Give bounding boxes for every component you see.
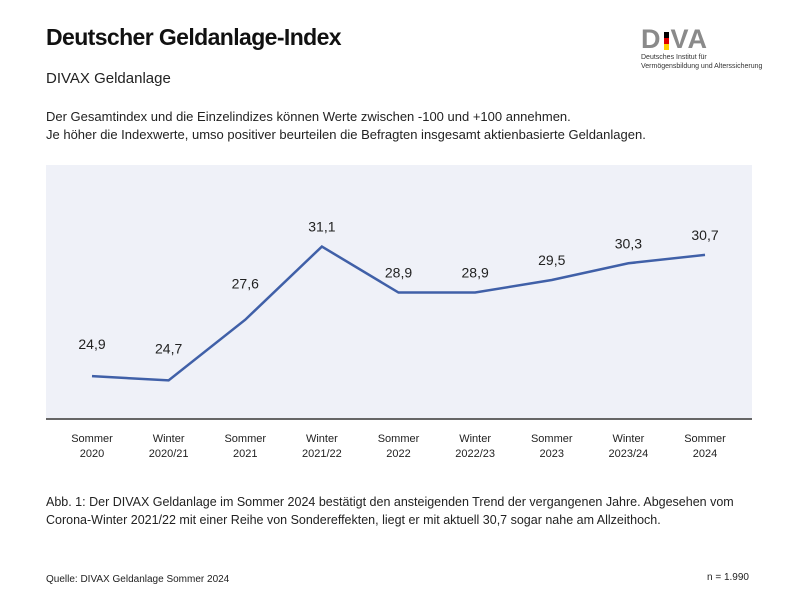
x-tick-label: 2020/21 [149,448,189,460]
data-label: 30,3 [615,235,642,251]
x-tick-label: 2021 [233,448,257,460]
x-tick-label: Sommer [224,433,266,445]
x-tick-label: 2024 [693,448,717,460]
data-label: 24,9 [78,336,105,352]
data-label: 28,9 [385,265,412,281]
x-tick-label: 2020 [80,448,104,460]
x-tick-label: Winter [459,433,491,445]
logo-wordmark: D VA [641,24,709,54]
data-label: 24,7 [155,340,182,356]
x-tick-label: 2023 [540,448,564,460]
x-tick-label: 2023/24 [608,448,648,460]
x-tick-label: 2022/23 [455,448,495,460]
page-subtitle: DIVAX Geldanlage [46,70,171,87]
description-line: Der Gesamtindex und die Einzelindizes kö… [46,109,571,124]
x-tick-label: Winter [306,433,338,445]
figure-caption: Abb. 1: Der DIVAX Geldanlage im Sommer 2… [46,495,734,527]
x-tick-label: 2021/22 [302,448,342,460]
source-note: Quelle: DIVAX Geldanlage Sommer 2024 [46,574,230,585]
x-tick-label: 2022 [386,448,410,460]
data-label: 27,6 [232,276,259,292]
x-tick-label: Sommer [531,433,573,445]
x-tick-label: Sommer [378,433,420,445]
description-line: Je höher die Indexwerte, umso positiver … [46,127,646,142]
data-label: 29,5 [538,252,565,268]
sample-size: n = 1.990 [707,572,749,583]
x-tick-label: Sommer [71,433,113,445]
logo-subtitle-line: Deutsches Institut für [641,54,707,61]
logo-subtitle: Deutsches Institut für Vermögensbildung … [641,53,781,71]
flag-icon [663,32,669,50]
diva-logo: D VA Deutsches Institut für Vermögensbild… [641,24,781,71]
description: Der Gesamtindex und die Einzelindizes kö… [46,108,646,144]
data-label: 31,1 [308,219,335,235]
data-label: 30,7 [691,227,718,243]
x-tick-label: Sommer [684,433,726,445]
data-label: 28,9 [462,265,489,281]
x-tick-label: Winter [153,433,185,445]
logo-subtitle-line: Vermögensbildung und Alterssicherung [641,63,763,70]
x-tick-label: Winter [612,433,644,445]
page-title: Deutscher Geldanlage-Index [46,24,342,50]
